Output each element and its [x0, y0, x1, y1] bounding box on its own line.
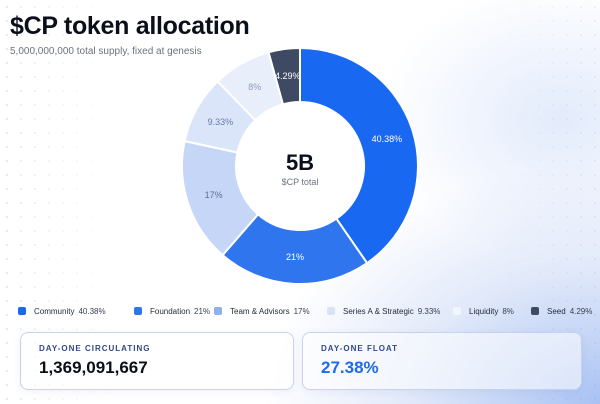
- legend-label: Foundation: [150, 306, 191, 316]
- legend-item-liquidity: Liquidity 8%: [453, 304, 514, 318]
- page-subtitle: 5,000,000,000 total supply, fixed at gen…: [10, 46, 202, 57]
- donut-slice-seed: [267, 46, 301, 106]
- legend-swatch: [327, 307, 335, 315]
- day-one-circulating-card: DAY-ONE CIRCULATING 1,369,091,667: [20, 332, 294, 390]
- page-title: $CP token allocation: [10, 12, 250, 40]
- day-one-circulating-value: 1,369,091,667: [39, 358, 148, 377]
- day-one-float-value: 27.38%: [321, 358, 379, 377]
- legend-item-foundation: Foundation 21%: [134, 304, 210, 318]
- day-one-circulating-label: DAY-ONE CIRCULATING: [39, 344, 151, 353]
- donut-center-label: $CP total: [282, 177, 319, 187]
- legend-percent: 21%: [194, 306, 211, 316]
- legend-label: Series A & Strategic: [343, 306, 414, 316]
- donut-slice-label-series-a-and-strategic: 9.33%: [208, 117, 234, 127]
- legend-label: Community: [34, 306, 75, 316]
- donut-slice-label-seed: 4.29%: [275, 71, 301, 81]
- donut-slice-label-community: 40.38%: [372, 134, 403, 144]
- legend-swatch: [18, 307, 26, 315]
- legend-percent: 9.33%: [417, 306, 441, 316]
- legend-swatch: [453, 307, 461, 315]
- legend-label: Seed: [547, 306, 566, 316]
- donut-slice-community: [299, 46, 419, 265]
- legend-label: Team & Advisors: [230, 306, 290, 316]
- legend-item-seed: Seed 4.29%: [531, 304, 592, 318]
- day-one-float-card: DAY-ONE FLOAT 27.38%: [302, 332, 582, 390]
- donut-slice-label-team-and-advisors: 17%: [205, 190, 223, 200]
- legend-swatch: [214, 307, 222, 315]
- legend-percent: 8%: [502, 306, 514, 316]
- legend-label: Liquidity: [469, 306, 499, 316]
- legend-item-team-and-advisors: Team & Advisors 17%: [214, 304, 310, 318]
- donut-center-value: 5B: [286, 150, 314, 175]
- donut-slice-label-liquidity: 8%: [248, 82, 261, 92]
- legend-swatch: [531, 307, 539, 315]
- legend-percent: 4.29%: [569, 306, 593, 316]
- donut-slice-label-foundation: 21%: [286, 252, 304, 262]
- day-one-float-label: DAY-ONE FLOAT: [321, 344, 399, 353]
- legend-item-series-a-and-strategic: Series A & Strategic 9.33%: [327, 304, 440, 318]
- legend-percent: 40.38%: [78, 306, 106, 316]
- legend-swatch: [134, 307, 142, 315]
- legend-item-community: Community 40.38%: [18, 304, 106, 318]
- donut-slice-foundation: [221, 212, 369, 285]
- legend-percent: 17%: [293, 306, 310, 316]
